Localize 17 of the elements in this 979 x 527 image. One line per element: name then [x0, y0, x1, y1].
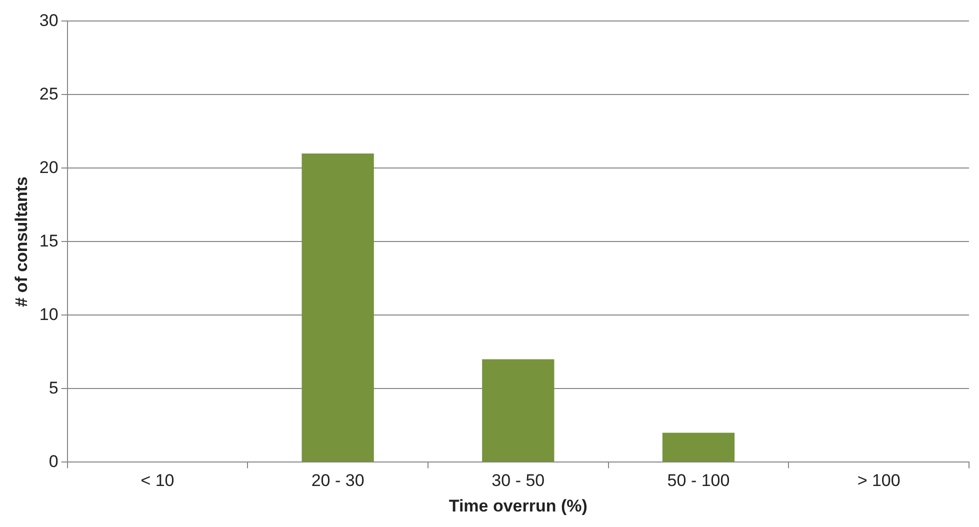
x-tick-label: > 100 [857, 471, 900, 490]
x-tick-label: 30 - 50 [492, 471, 545, 490]
x-tick-label: < 10 [140, 471, 174, 490]
y-tick-label: 25 [39, 84, 58, 104]
y-tick-label: 10 [39, 304, 58, 324]
y-axis-title: # of consultants [12, 176, 31, 307]
bar [482, 359, 554, 462]
x-axis-title: Time overrun (%) [448, 496, 588, 516]
y-tick-label: 0 [48, 452, 58, 471]
bar [302, 154, 374, 462]
x-tick-label: 50 - 100 [667, 471, 730, 490]
y-tick-label: 5 [48, 378, 58, 398]
y-tick-label: 30 [39, 10, 58, 30]
bar [662, 432, 735, 462]
y-tick-label: 15 [39, 231, 58, 250]
y-tick-label: 20 [39, 158, 58, 177]
x-tick-label: 20 - 30 [311, 471, 364, 490]
